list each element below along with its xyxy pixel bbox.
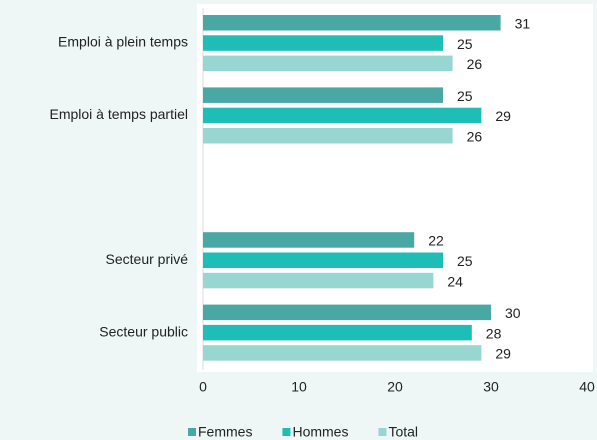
data-label: 24 [447,273,463,289]
y-tick-label: Emploi à plein temps [58,34,188,50]
bar [203,35,443,51]
bar [203,128,453,144]
legend-swatch [378,428,387,436]
bar [203,15,501,31]
data-label: 22 [428,233,444,249]
y-tick-label: Secteur privé [106,251,189,267]
data-label: 28 [486,325,502,341]
data-label: 26 [467,56,483,72]
data-label: 26 [467,128,483,144]
x-tick-label: 40 [579,379,595,395]
data-label: 25 [457,253,473,269]
legend-swatch [188,428,196,436]
data-label: 25 [457,88,473,104]
data-label: 29 [495,108,511,124]
y-tick-label: Secteur public [99,323,188,339]
legend-swatch [282,428,291,436]
bar [203,107,482,124]
y-tick-label: Emploi à temps partiel [49,106,188,122]
bar [203,87,443,103]
bar [203,304,491,321]
bar [203,252,443,268]
x-tick-label: 0 [199,379,207,395]
bar [203,55,453,72]
legend-label: Hommes [292,424,348,440]
legend-label: Total [388,424,418,440]
data-label: 30 [505,305,521,321]
bar [203,345,482,361]
data-label: 31 [515,15,531,31]
x-tick-label: 30 [483,379,499,395]
bar [203,324,472,341]
bar [203,232,415,248]
bar [203,272,434,289]
data-label: 29 [495,346,511,362]
x-tick-label: 20 [387,379,403,395]
x-tick-label: 10 [291,379,307,395]
legend-label: Femmes [198,424,252,440]
data-label: 25 [457,36,473,52]
